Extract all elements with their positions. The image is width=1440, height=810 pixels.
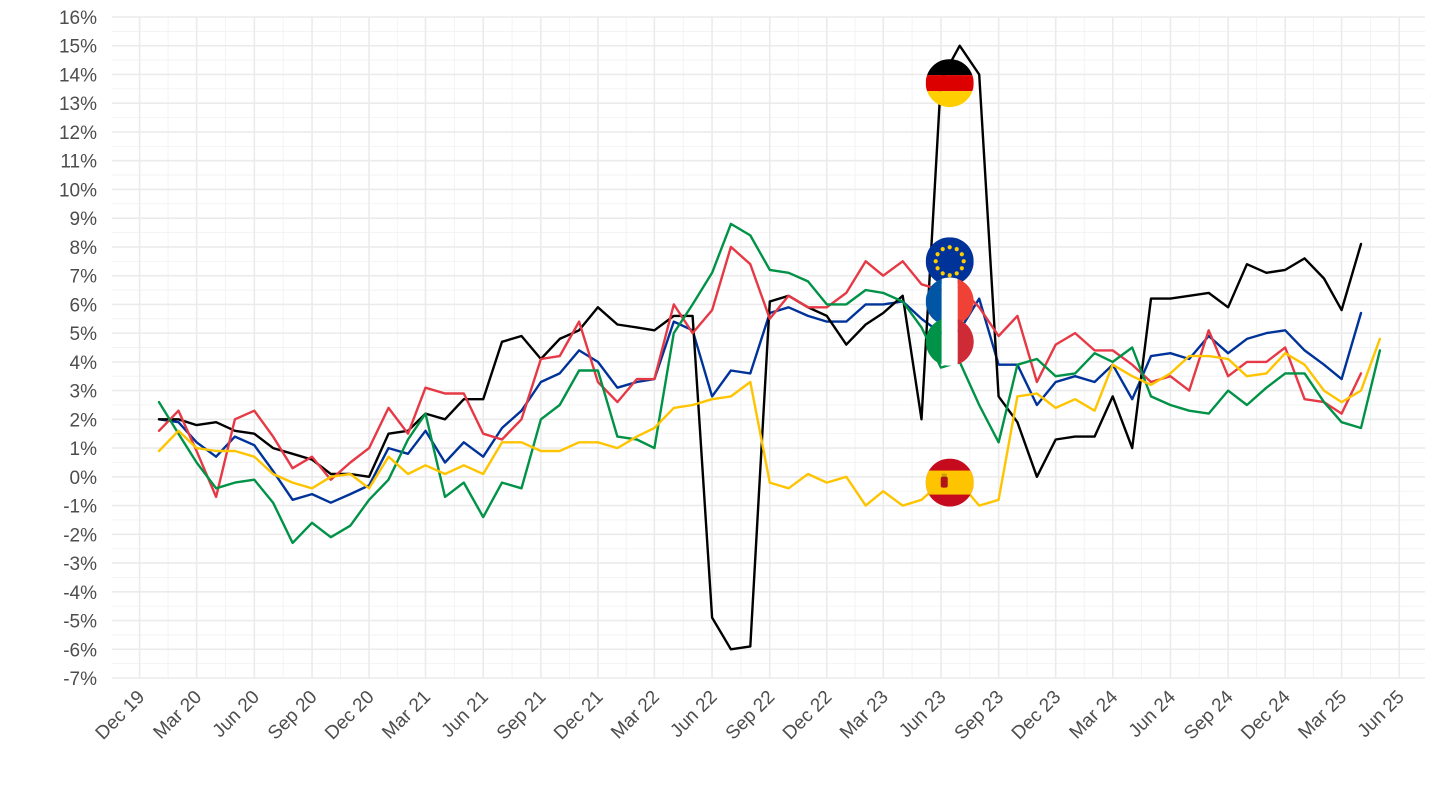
y-tick-label: 7% — [70, 267, 98, 288]
spain-flag-icon — [925, 458, 974, 507]
france-flag-icon — [925, 277, 974, 326]
y-tick-label: 9% — [70, 209, 98, 230]
series-line-euro-area — [157, 297, 1363, 504]
series-line-germany — [157, 44, 1363, 651]
series-lines — [157, 44, 1382, 651]
italy-flag-icon — [925, 317, 974, 366]
y-tick-label: -1% — [63, 497, 97, 518]
x-tick-label: Jun 21 — [438, 687, 493, 742]
x-tick-label: Dec 20 — [321, 687, 378, 744]
grid — [112, 16, 1425, 679]
y-tick-label: 12% — [59, 123, 97, 144]
series-line-italy — [157, 222, 1382, 545]
y-tick-label: 11% — [60, 152, 97, 173]
y-tick-label: 13% — [59, 94, 97, 115]
x-tick-label: Dec 19 — [92, 687, 149, 744]
y-axis-tick-labels: -7% -6% -5% -4% -3% -2% -1% 0% 1% 2% 3% 4% 5% 6% 7% 8% 9… — [59, 8, 97, 690]
euro-area-flag-icon — [925, 237, 974, 286]
y-tick-label: 4% — [70, 353, 98, 374]
series-line-spain — [157, 337, 1382, 507]
x-tick-label: Mar 22 — [607, 687, 664, 744]
x-tick-label: Dec 22 — [779, 687, 836, 744]
x-tick-label: Jun 22 — [666, 687, 721, 742]
y-tick-label: 10% — [59, 180, 97, 201]
x-tick-label: Dec 21 — [550, 687, 607, 744]
y-tick-label: -5% — [63, 612, 97, 633]
x-tick-label: Dec 24 — [1237, 686, 1295, 744]
y-tick-label: -4% — [63, 583, 97, 604]
y-tick-label: -2% — [63, 525, 97, 546]
y-tick-label: 14% — [59, 65, 97, 86]
y-tick-label: -6% — [63, 640, 97, 661]
x-tick-label: Mar 21 — [378, 687, 435, 744]
x-tick-label: Sep 24 — [1180, 686, 1238, 744]
y-tick-label: -7% — [63, 669, 97, 690]
y-tick-label: 0% — [70, 468, 98, 489]
y-tick-label: -3% — [63, 554, 97, 575]
x-tick-label: Sep 21 — [493, 687, 550, 744]
x-tick-label: Jun 25 — [1354, 687, 1409, 742]
y-tick-label: 2% — [70, 410, 98, 431]
x-tick-label: Sep 23 — [951, 687, 1008, 744]
y-tick-label: 5% — [70, 324, 98, 345]
x-tick-label: Jun 20 — [209, 687, 264, 742]
x-tick-label: Mar 24 — [1066, 686, 1123, 743]
x-tick-label: Sep 22 — [722, 687, 779, 744]
y-tick-label: 3% — [70, 382, 98, 403]
y-tick-label: 16% — [59, 8, 97, 29]
y-tick-label: 15% — [59, 37, 97, 58]
y-tick-label: 1% — [70, 439, 98, 460]
germany-flag-icon — [925, 59, 974, 108]
x-tick-label: Mar 25 — [1294, 687, 1351, 744]
x-axis-tick-labels: Dec 19 Mar 20 Jun 20 Sep 20 Dec 20 Mar 21 Jun … — [92, 686, 1409, 744]
x-tick-label: Dec 23 — [1008, 687, 1065, 744]
x-tick-label: Jun 24 — [1125, 686, 1180, 741]
flag-markers — [925, 59, 974, 507]
x-tick-label: Sep 20 — [264, 687, 321, 744]
y-tick-label: 6% — [70, 295, 98, 316]
x-tick-label: Mar 20 — [150, 687, 207, 744]
x-tick-label: Jun 23 — [895, 687, 950, 742]
x-tick-label: Mar 23 — [836, 687, 893, 744]
y-tick-label: 8% — [70, 238, 98, 259]
